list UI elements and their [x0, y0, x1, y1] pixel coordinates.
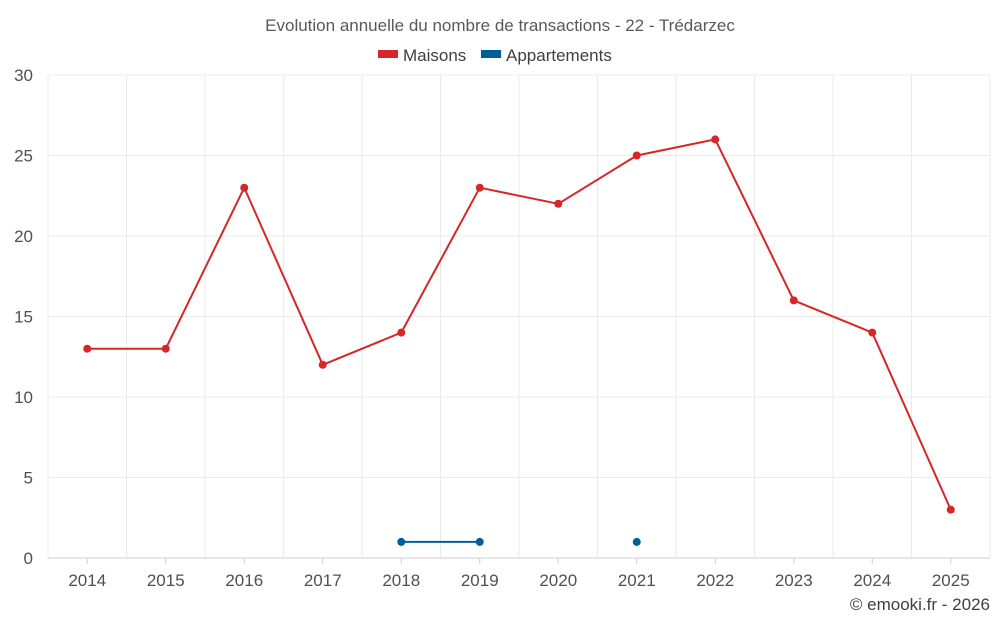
x-tick-label: 2017: [304, 571, 342, 590]
data-point[interactable]: [83, 344, 92, 353]
x-tick-label: 2022: [696, 571, 734, 590]
data-point[interactable]: [868, 328, 877, 337]
x-tick-label: 2023: [775, 571, 813, 590]
data-point[interactable]: [554, 199, 563, 208]
x-tick-label: 2014: [68, 571, 106, 590]
data-point[interactable]: [161, 344, 170, 353]
data-point[interactable]: [318, 360, 327, 369]
x-tick-label: 2020: [539, 571, 577, 590]
series-maisons: [83, 135, 955, 514]
y-tick-label: 15: [14, 308, 33, 327]
series-line: [87, 138, 952, 511]
legend-swatch-maisons: [378, 50, 398, 58]
credit-text: © emooki.fr - 2026: [850, 595, 990, 614]
data-point[interactable]: [397, 328, 406, 337]
data-point[interactable]: [632, 537, 641, 546]
x-tick-label: 2025: [932, 571, 970, 590]
x-tick-label: 2021: [618, 571, 656, 590]
chart-title: Evolution annuelle du nombre de transact…: [265, 16, 735, 35]
x-tick-label: 2016: [225, 571, 263, 590]
grid: [47, 74, 991, 559]
x-axis: 2014 2015 2016 2017 2018 2019 2020 2021 2022 2023…: [68, 558, 970, 590]
x-tick-label: 2024: [853, 571, 891, 590]
series-layer: [83, 135, 955, 546]
legend-swatch-appartements: [481, 50, 501, 58]
series-appartements: [397, 537, 641, 546]
data-point[interactable]: [397, 537, 406, 546]
data-point[interactable]: [475, 537, 484, 546]
x-tick-label: 2015: [147, 571, 185, 590]
y-tick-label: 25: [14, 147, 33, 166]
data-point[interactable]: [789, 296, 798, 305]
y-tick-label: 30: [14, 66, 33, 85]
x-tick-label: 2019: [461, 571, 499, 590]
y-axis: 0 5 10 15 20 25 30: [14, 66, 33, 568]
y-tick-label: 20: [14, 227, 33, 246]
data-point[interactable]: [711, 135, 720, 144]
data-point[interactable]: [475, 183, 484, 192]
y-tick-label: 5: [24, 469, 33, 488]
x-tick-label: 2018: [382, 571, 420, 590]
legend-label-appartements[interactable]: Appartements: [506, 46, 612, 65]
data-point[interactable]: [632, 151, 641, 160]
y-tick-label: 10: [14, 388, 33, 407]
y-tick-label: 0: [24, 549, 33, 568]
data-point[interactable]: [946, 505, 955, 514]
data-point[interactable]: [240, 183, 249, 192]
legend-label-maisons[interactable]: Maisons: [403, 46, 466, 65]
legend[interactable]: Maisons Appartements: [378, 46, 612, 65]
